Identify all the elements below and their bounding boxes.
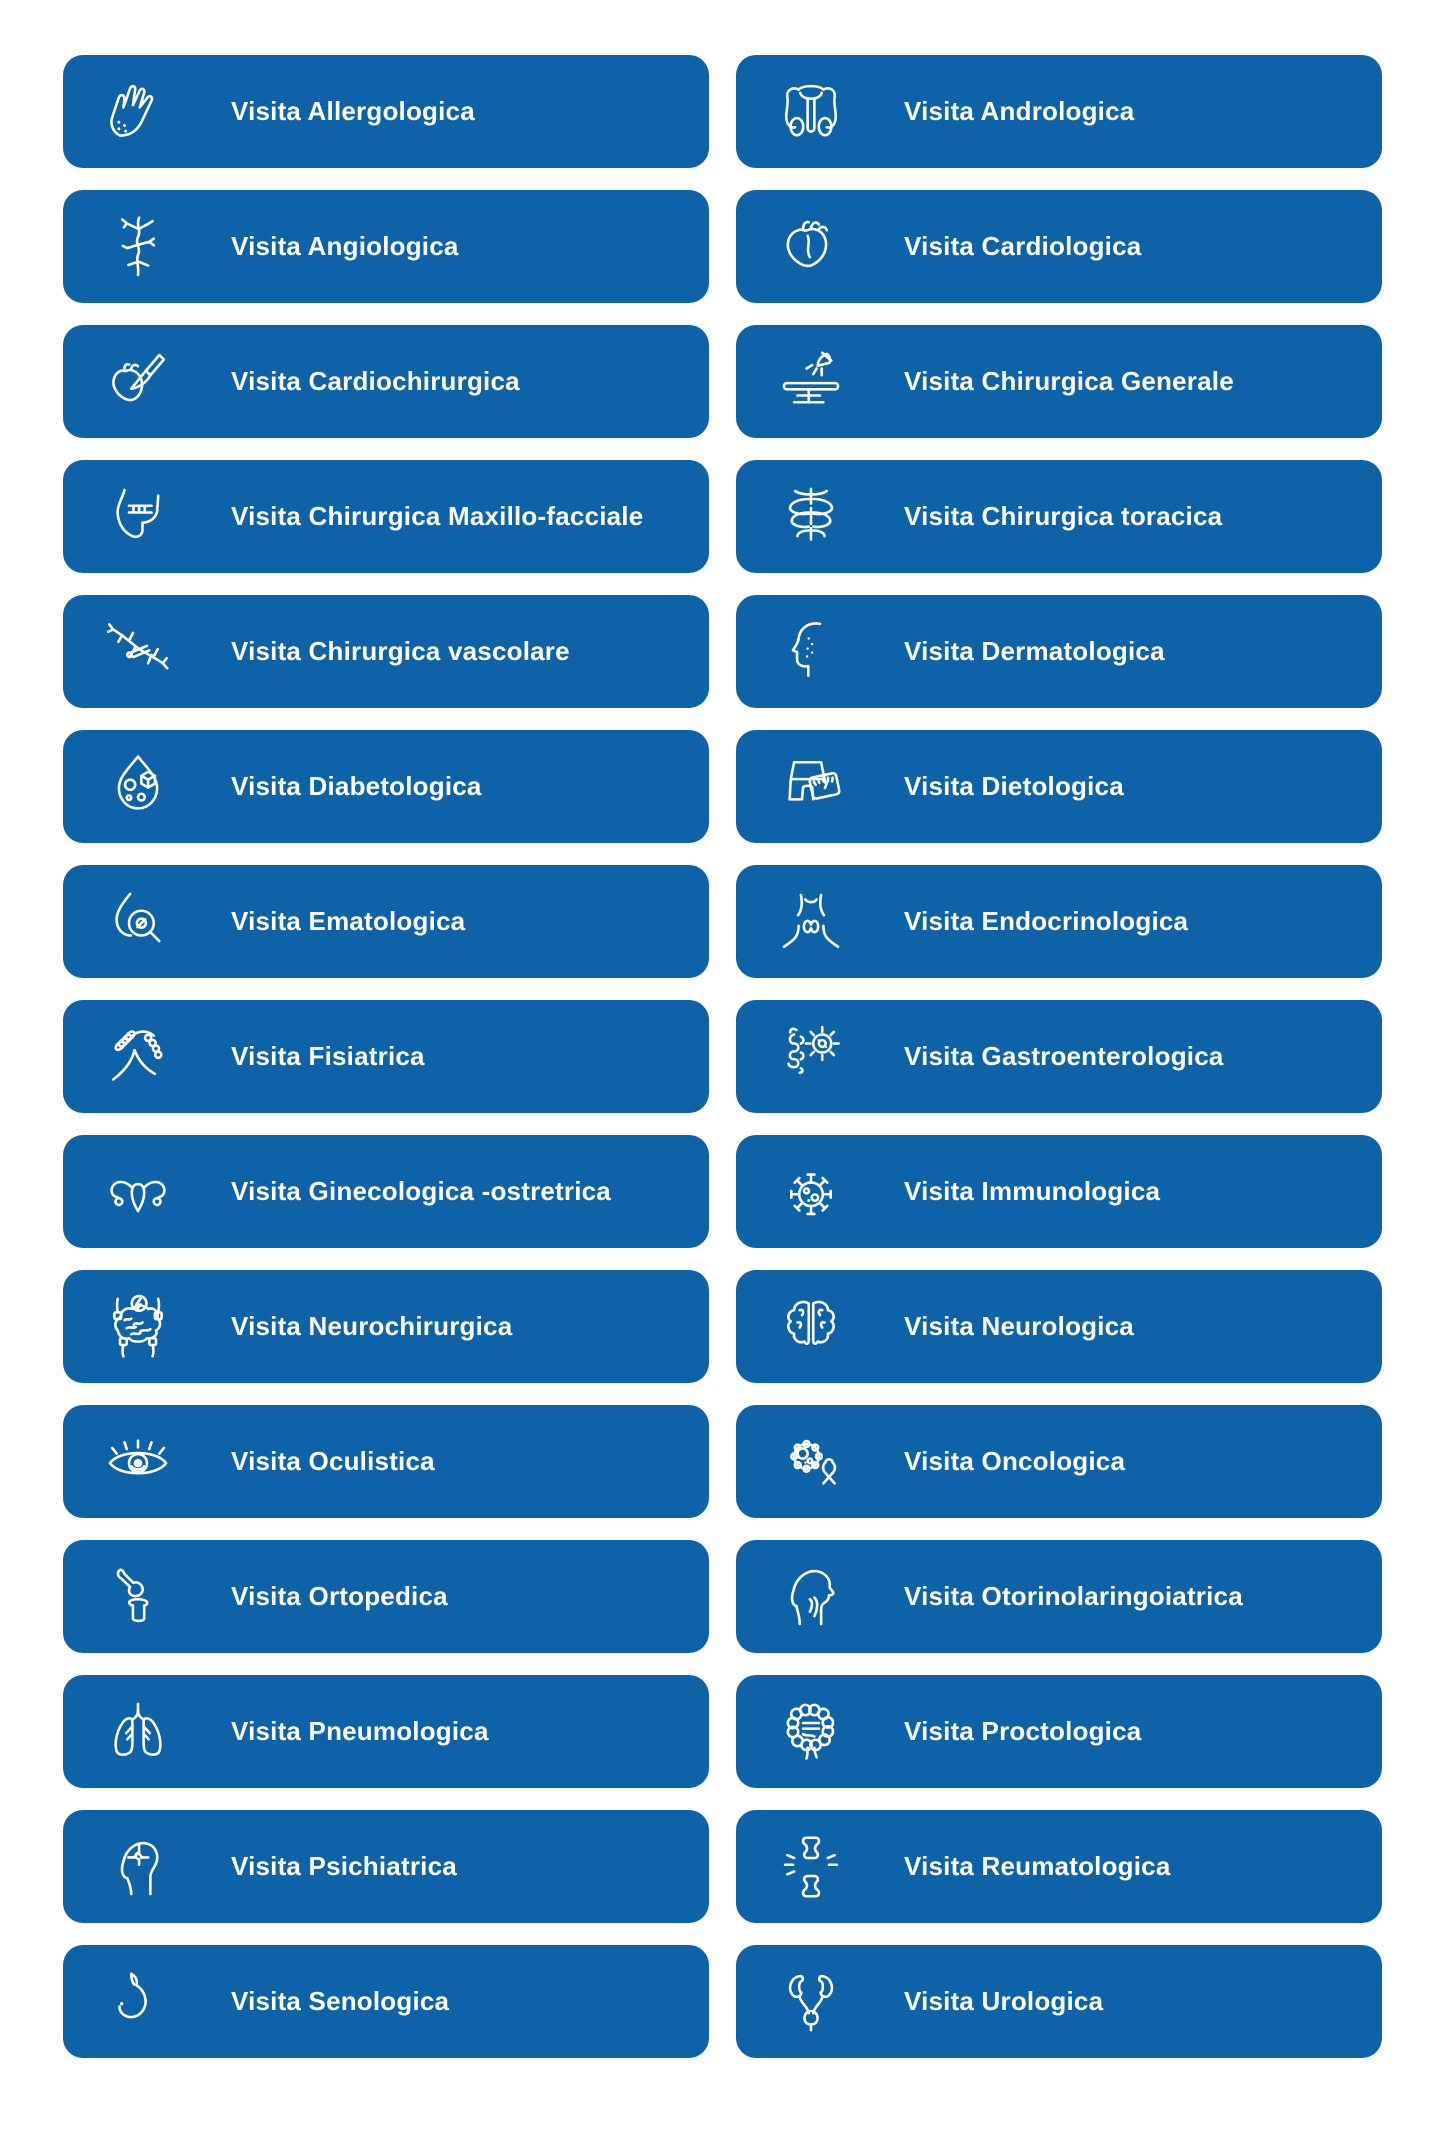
jawbone-teeth-icon [101, 469, 175, 565]
visita-label: Visita Chirurgica Maxillo-facciale [231, 500, 644, 531]
visita-label: Visita Pneumologica [231, 1715, 489, 1746]
anatomical-heart-icon [774, 199, 848, 295]
visita-label: Visita Senologica [231, 1985, 450, 2016]
card-visita-neurologica[interactable]: Visita Neurologica [736, 1270, 1382, 1383]
visita-label: Visita Allergologica [231, 95, 475, 126]
male-reproductive-system-icon [774, 64, 848, 160]
inflamed-joint-icon [774, 1819, 848, 1915]
visita-label: Visita Cardiologica [904, 230, 1142, 261]
eye-icon [101, 1414, 175, 1510]
card-visita-oculistica[interactable]: Visita Oculistica [63, 1405, 709, 1518]
card-visita-angiologica[interactable]: Visita Angiologica [63, 190, 709, 303]
kidneys-bladder-icon [774, 1954, 848, 2050]
card-visita-otorinolaringoiatrica[interactable]: Visita Otorinolaringoiatrica [736, 1540, 1382, 1653]
card-visita-diabetologica[interactable]: Visita Diabetologica [63, 730, 709, 843]
lungs-icon [101, 1684, 175, 1780]
visita-label: Visita Ginecologica -ostretrica [231, 1175, 611, 1206]
allergy-hand-icon [101, 64, 175, 160]
card-visita-pneumologica[interactable]: Visita Pneumologica [63, 1675, 709, 1788]
vascular-clamp-icon [101, 604, 175, 700]
card-visita-cardiochirurgica[interactable]: Visita Cardiochirurgica [63, 325, 709, 438]
card-visita-fisiatrica[interactable]: Visita Fisiatrica [63, 1000, 709, 1113]
uterus-icon [101, 1144, 175, 1240]
card-visita-oncologica[interactable]: Visita Oncologica [736, 1405, 1382, 1518]
card-visita-chirurgica-generale[interactable]: Visita Chirurgica Generale [736, 325, 1382, 438]
card-visita-senologica[interactable]: Visita Senologica [63, 1945, 709, 2058]
visita-label: Visita Neurochirurgica [231, 1310, 513, 1341]
brain-icon [774, 1279, 848, 1375]
visita-label: Visita Oculistica [231, 1445, 435, 1476]
card-visita-neurochirurgica[interactable]: Visita Neurochirurgica [63, 1270, 709, 1383]
visita-label: Visita Angiologica [231, 230, 459, 261]
visita-label: Visita Cardiochirurgica [231, 365, 520, 396]
card-visita-immunologica[interactable]: Visita Immunologica [736, 1135, 1382, 1248]
blood-drop-cells-icon [101, 739, 175, 835]
card-visita-chirurgica-maxillo-facciale[interactable]: Visita Chirurgica Maxillo-facciale [63, 460, 709, 573]
visita-label: Visita Chirurgica toracica [904, 500, 1223, 531]
card-visita-endocrinologica[interactable]: Visita Endocrinologica [736, 865, 1382, 978]
card-visita-ginecologica-ostretrica[interactable]: Visita Ginecologica -ostretrica [63, 1135, 709, 1248]
visita-label: Visita Andrologica [904, 95, 1135, 126]
head-throat-profile-icon [774, 1549, 848, 1645]
breast-profile-icon [101, 1954, 175, 2050]
knee-joint-bones-icon [101, 1549, 175, 1645]
card-visita-cardiologica[interactable]: Visita Cardiologica [736, 190, 1382, 303]
visita-label: Visita Chirurgica vascolare [231, 635, 570, 666]
spine-vertebrae-icon [101, 1009, 175, 1105]
visita-label: Visita Chirurgica Generale [904, 365, 1234, 396]
visita-label: Visita Proctologica [904, 1715, 1142, 1746]
visita-label: Visita Immunologica [904, 1175, 1161, 1206]
card-visita-proctologica[interactable]: Visita Proctologica [736, 1675, 1382, 1788]
card-visita-allergologica[interactable]: Visita Allergologica [63, 55, 709, 168]
cancer-cell-ribbon-icon [774, 1414, 848, 1510]
specialty-grid: Visita Allergologica Visita Andrologica Vi… [63, 55, 1382, 2058]
blood-vessels-icon [101, 199, 175, 295]
heart-scalpel-icon [101, 334, 175, 430]
card-visita-chirurgica-toracica[interactable]: Visita Chirurgica toracica [736, 460, 1382, 573]
visita-label: Visita Neurologica [904, 1310, 1134, 1341]
visita-label: Visita Oncologica [904, 1445, 1126, 1476]
visita-label: Visita Ematologica [231, 905, 466, 936]
card-visita-reumatologica[interactable]: Visita Reumatologica [736, 1810, 1382, 1923]
card-visita-chirurgica-vascolare[interactable]: Visita Chirurgica vascolare [63, 595, 709, 708]
card-visita-ematologica[interactable]: Visita Ematologica [63, 865, 709, 978]
card-visita-urologica[interactable]: Visita Urologica [736, 1945, 1382, 2058]
card-visita-ortopedica[interactable]: Visita Ortopedica [63, 1540, 709, 1653]
thyroid-neck-icon [774, 874, 848, 970]
card-visita-gastroenterologica[interactable]: Visita Gastroenterologica [736, 1000, 1382, 1113]
visita-label: Visita Dietologica [904, 770, 1124, 801]
card-visita-dietologica[interactable]: Visita Dietologica [736, 730, 1382, 843]
head-puzzle-brain-icon [101, 1819, 175, 1915]
visita-label: Visita Gastroenterologica [904, 1040, 1224, 1071]
virus-cell-icon [774, 1144, 848, 1240]
visita-label: Visita Psichiatrica [231, 1850, 457, 1881]
intestine-microbe-icon [774, 1009, 848, 1105]
visita-label: Visita Fisiatrica [231, 1040, 425, 1071]
operating-table-lamp-icon [774, 334, 848, 430]
blood-drop-magnifier-icon [101, 874, 175, 970]
visita-label: Visita Urologica [904, 1985, 1104, 2016]
visita-label: Visita Reumatologica [904, 1850, 1171, 1881]
card-visita-psichiatrica[interactable]: Visita Psichiatrica [63, 1810, 709, 1923]
card-visita-dermatologica[interactable]: Visita Dermatologica [736, 595, 1382, 708]
visita-label: Visita Ortopedica [231, 1580, 448, 1611]
brain-electrodes-lightning-icon [101, 1279, 175, 1375]
visita-label: Visita Otorinolaringoiatrica [904, 1580, 1243, 1611]
colon-intestine-icon [774, 1684, 848, 1780]
ribcage-icon [774, 469, 848, 565]
face-profile-skin-icon [774, 604, 848, 700]
visita-label: Visita Endocrinologica [904, 905, 1189, 936]
card-visita-andrologica[interactable]: Visita Andrologica [736, 55, 1382, 168]
visita-label: Visita Diabetologica [231, 770, 482, 801]
body-weight-scale-icon [774, 739, 848, 835]
visita-label: Visita Dermatologica [904, 635, 1165, 666]
